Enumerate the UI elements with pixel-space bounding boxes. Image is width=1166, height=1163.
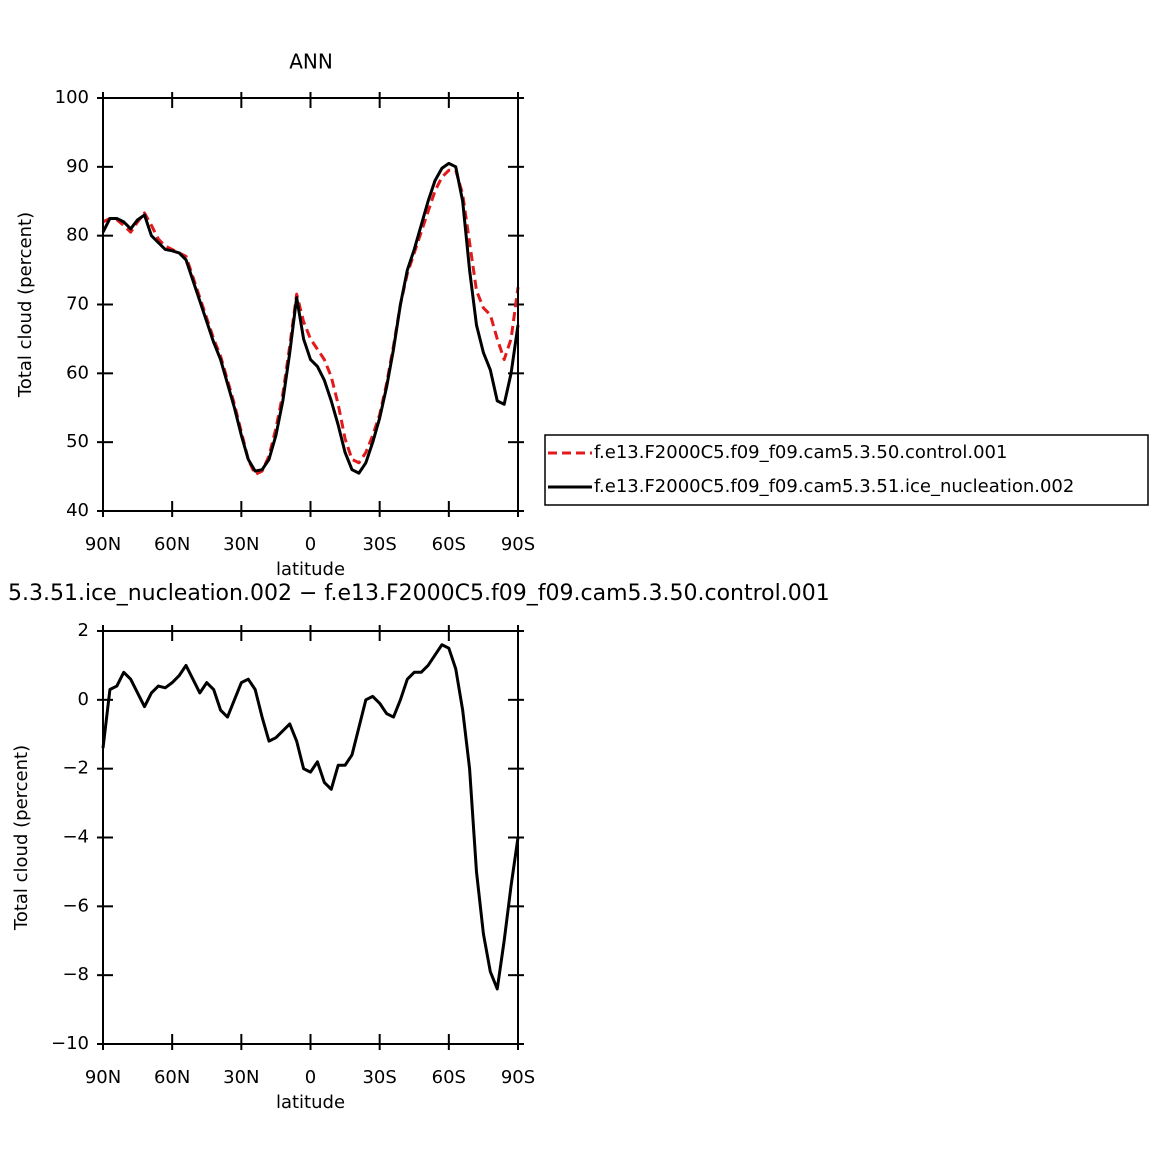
y-tick-label: 2 [78, 620, 89, 641]
y-tick-label: −2 [62, 758, 89, 779]
y-tick-label: 90 [66, 156, 89, 177]
x-tick-label: 60N [154, 534, 190, 555]
x-tick-label: 60S [432, 534, 466, 555]
x-tick-label: 30S [362, 1067, 396, 1088]
y-axis-label: Total cloud (percent) [11, 745, 32, 931]
y-tick-label: 0 [78, 689, 89, 710]
y-tick-label: −6 [62, 895, 89, 916]
plot-frame [102, 630, 519, 1045]
x-tick-label: 60N [154, 1067, 190, 1088]
x-tick-label: 90S [501, 1067, 535, 1088]
x-axis-label: latitude [276, 559, 345, 580]
plot-frame [102, 97, 519, 512]
y-tick-label: 70 [66, 294, 89, 315]
legend-box [544, 434, 1149, 506]
x-tick-label: 90N [85, 534, 121, 555]
legend-label: f.e13.F2000C5.f09_f09.cam5.3.50.control.… [594, 442, 1007, 463]
y-tick-label: −8 [62, 964, 89, 985]
y-tick-label: −4 [62, 827, 89, 848]
data-line [102, 168, 520, 477]
x-tick-label: 90S [501, 534, 535, 555]
data-line [101, 161, 520, 475]
y-tick-label: 80 [66, 225, 89, 246]
x-tick-label: 30N [223, 534, 259, 555]
data-line [101, 643, 520, 991]
y-tick-label: −10 [51, 1033, 89, 1054]
x-tick-label: 90N [85, 1067, 121, 1088]
chart-title: ANN [289, 50, 333, 74]
y-tick-label: 40 [66, 500, 89, 521]
x-tick-label: 30N [223, 1067, 259, 1088]
x-tick-label: 0 [305, 534, 316, 555]
y-tick-label: 50 [66, 431, 89, 452]
legend-label: f.e13.F2000C5.f09_f09.cam5.3.51.ice_nucl… [594, 476, 1074, 497]
y-tick-label: 60 [66, 362, 89, 383]
x-tick-label: 60S [432, 1067, 466, 1088]
chart-title: 5.3.51.ice_nucleation.002 − f.e13.F2000C… [8, 581, 830, 606]
x-tick-label: 0 [305, 1067, 316, 1088]
x-axis-label: latitude [276, 1092, 345, 1113]
y-tick-label: 100 [55, 87, 89, 108]
x-tick-label: 30S [362, 534, 396, 555]
y-axis-label: Total cloud (percent) [15, 212, 36, 398]
